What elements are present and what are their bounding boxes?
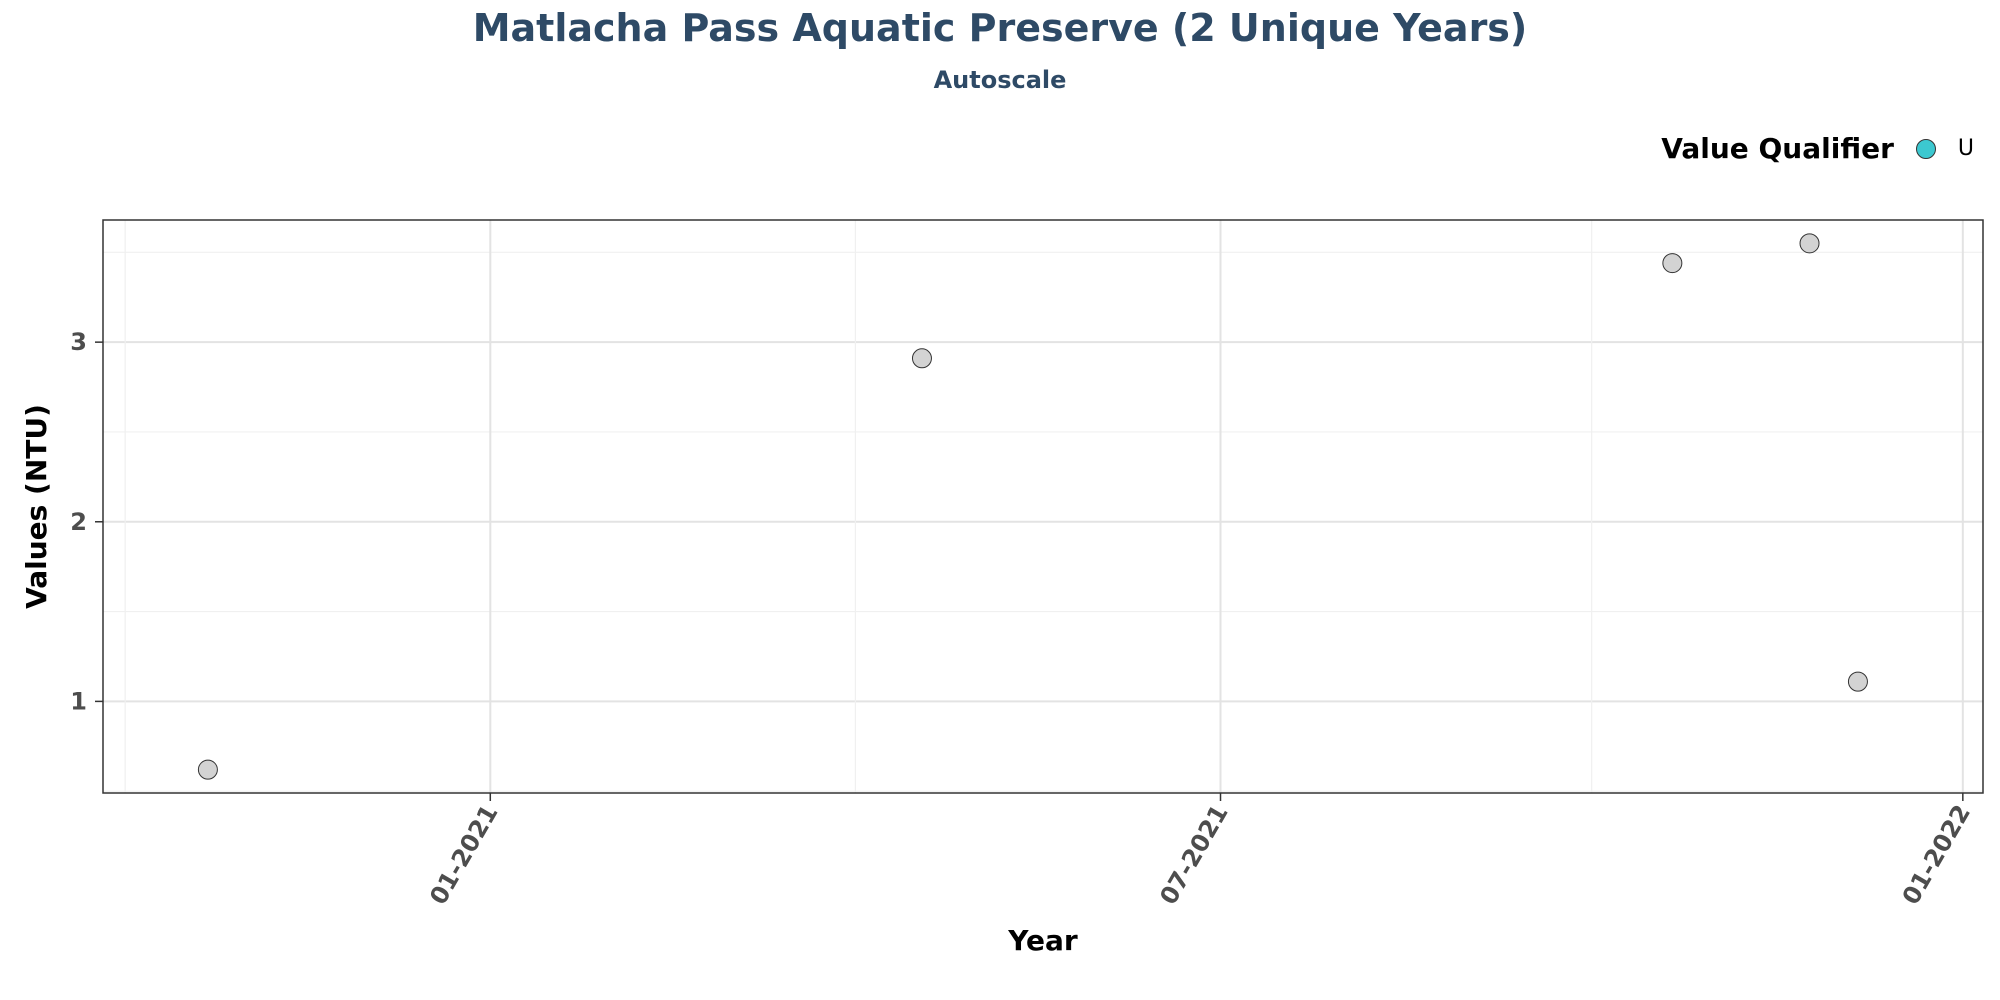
x-tick-label: 01-2021 — [424, 800, 503, 909]
chart-subtitle: Autoscale — [933, 66, 1067, 94]
grid — [103, 220, 1983, 793]
x-tick-label: 07-2021 — [1154, 800, 1233, 909]
legend-title: Value Qualifier — [1661, 132, 1894, 165]
x-tick-label: 01-2022 — [1897, 800, 1976, 909]
data-point — [1799, 233, 1820, 254]
legend-key-u — [1915, 138, 1936, 159]
y-axis-title: Values (NTU) — [20, 404, 53, 609]
data-point — [911, 348, 932, 369]
legend-label-u: U — [1957, 136, 1974, 161]
legend: Value Qualifier U — [1661, 132, 1974, 165]
x-axis: 01-2021 07-2021 01-2022 — [424, 793, 1976, 909]
y-tick-label: 2 — [70, 508, 87, 536]
y-axis: 1 2 3 — [70, 328, 103, 715]
data-point — [197, 759, 218, 780]
x-axis-title: Year — [1007, 924, 1078, 957]
data-points — [197, 233, 1868, 780]
y-tick-label: 1 — [70, 687, 87, 715]
chart-title: Matlacha Pass Aquatic Preserve (2 Unique… — [472, 6, 1528, 50]
data-point — [1847, 671, 1868, 692]
data-point — [1662, 253, 1683, 274]
y-tick-label: 3 — [70, 328, 87, 356]
plot-panel — [102, 219, 1984, 794]
